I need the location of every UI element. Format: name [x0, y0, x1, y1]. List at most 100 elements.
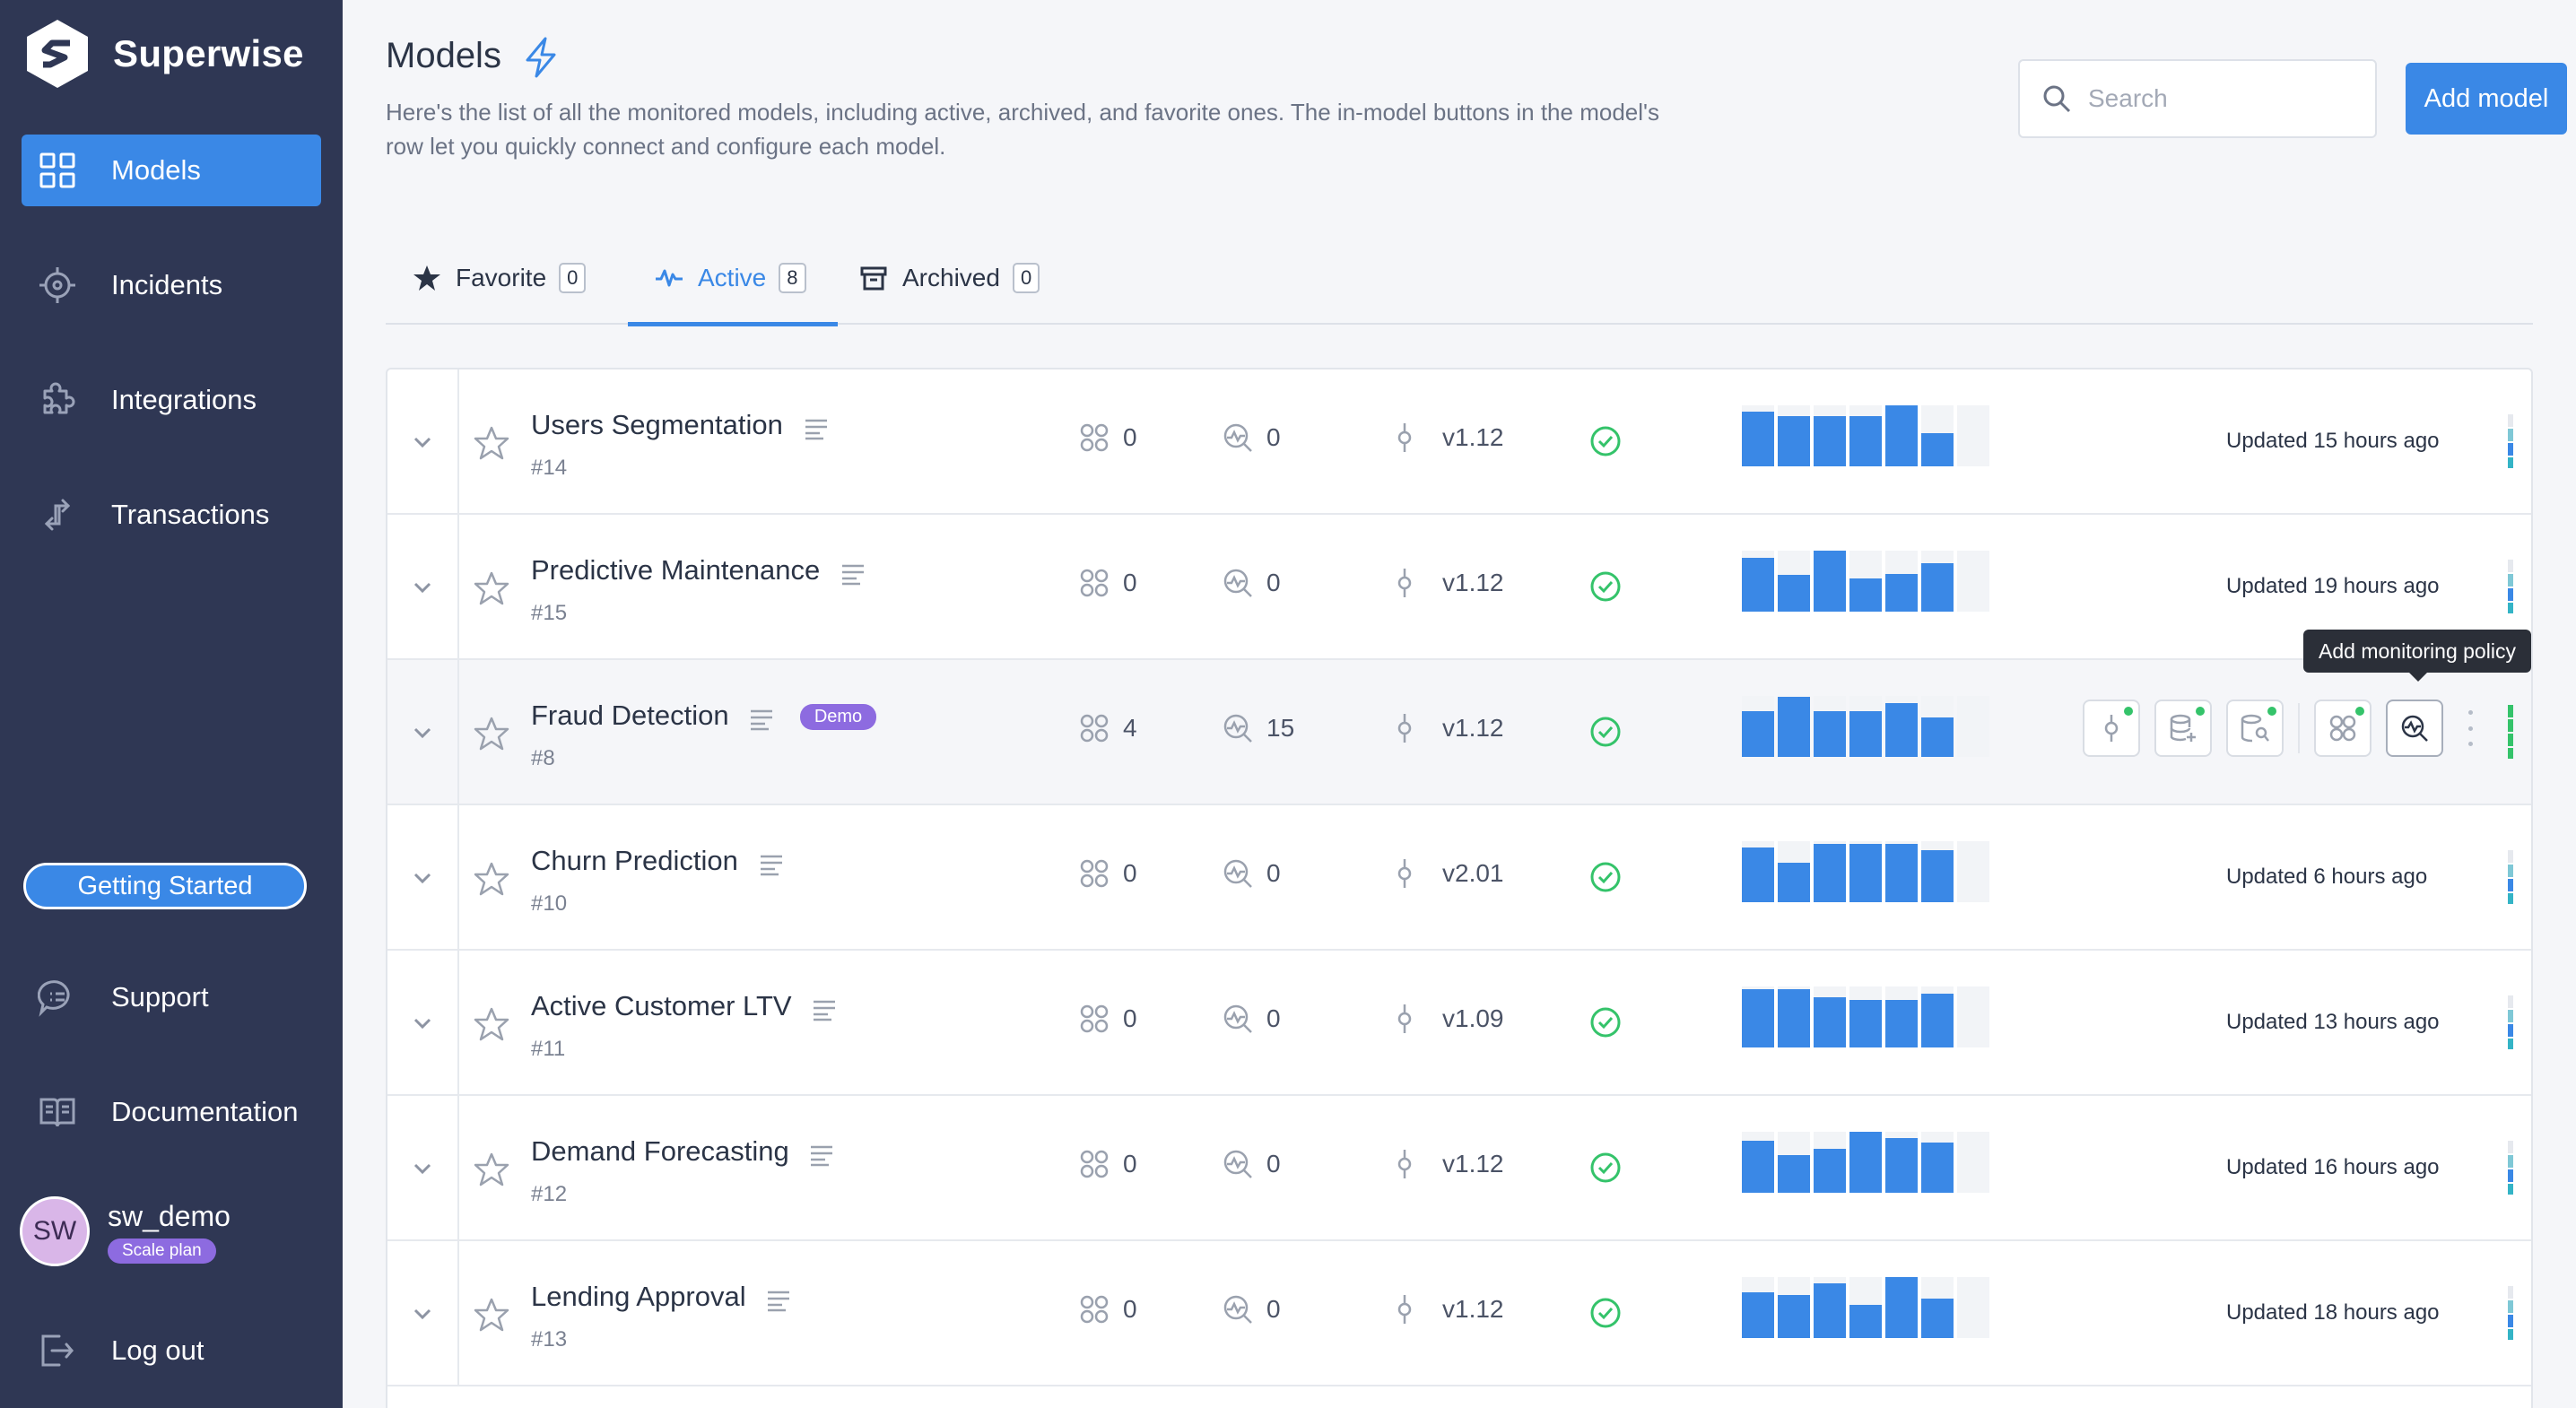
policies-count: 0 — [1266, 569, 1281, 596]
policies-stat[interactable]: 0 — [1222, 1293, 1281, 1325]
expand-button[interactable] — [387, 951, 459, 1096]
table-row[interactable]: Churn Prediction #10 0 0 v2.01 Updated 6… — [387, 805, 2531, 951]
favorite-star-icon[interactable] — [474, 861, 509, 897]
favorite-star-icon[interactable] — [474, 1006, 509, 1042]
bar-bg — [1957, 405, 1989, 466]
brand-name: Superwise — [113, 32, 304, 74]
table-row[interactable]: Demand Forecasting #12 0 0 v1.12 Updated… — [387, 1096, 2531, 1241]
favorite-star-icon[interactable] — [474, 425, 509, 461]
models-table: Users Segmentation #14 0 0 v1.12 Updated… — [386, 368, 2533, 1408]
model-name[interactable]: Users Segmentation — [531, 409, 783, 440]
table-row[interactable]: Lending Approval #13 0 0 v1.12 Updated 1… — [387, 1241, 2531, 1386]
table-row[interactable]: Fraud Detection Demo #8 4 15 v1.12 — [387, 660, 2531, 805]
add-monitoring-policy-button[interactable] — [2386, 700, 2443, 757]
activity-bars — [1742, 405, 1989, 466]
favorite-star-icon[interactable] — [474, 570, 509, 606]
activity-bars — [1742, 986, 1989, 1047]
data-quality-button[interactable] — [2226, 700, 2284, 757]
expand-button[interactable] — [387, 369, 459, 515]
model-name[interactable]: Lending Approval — [531, 1281, 746, 1312]
segments-stat[interactable]: 4 — [1078, 712, 1137, 744]
chevron-down-icon — [410, 1301, 435, 1326]
getting-started-button[interactable]: Getting Started — [23, 863, 307, 909]
version-info[interactable]: v2.01 — [1392, 857, 1504, 890]
version-info[interactable]: v1.12 — [1392, 1148, 1504, 1180]
expand-button[interactable] — [387, 805, 459, 951]
sidebar-item-integrations[interactable]: Integrations — [22, 364, 321, 436]
description-icon[interactable] — [840, 561, 866, 586]
tab-label: Archived — [902, 264, 1000, 291]
version-info[interactable]: v1.09 — [1392, 1003, 1504, 1035]
segments-stat[interactable]: 0 — [1078, 857, 1137, 890]
sidebar-item-models[interactable]: Models — [22, 135, 321, 206]
model-id: #11 — [531, 1037, 566, 1061]
segments-count: 4 — [1123, 714, 1137, 742]
segments-button[interactable] — [2314, 700, 2371, 757]
tab-favorite[interactable]: Favorite 0 — [413, 231, 587, 325]
description-icon[interactable] — [804, 415, 829, 440]
version-info[interactable]: v1.12 — [1392, 567, 1504, 599]
segments-stat[interactable]: 0 — [1078, 1003, 1137, 1035]
indicator-segment — [2508, 1141, 2513, 1153]
sidebar-item-incidents[interactable]: Incidents — [22, 249, 321, 321]
policies-stat[interactable]: 0 — [1222, 567, 1281, 599]
sidebar-item-label: Models — [111, 154, 201, 186]
search-input[interactable] — [2088, 84, 2357, 113]
description-icon[interactable] — [759, 851, 784, 876]
logout-icon — [22, 1331, 93, 1370]
model-name[interactable]: Demand Forecasting — [531, 1135, 789, 1167]
activity-bar — [1778, 989, 1810, 1047]
activity-bar — [1849, 1305, 1882, 1338]
expand-button[interactable] — [387, 660, 459, 805]
favorite-star-icon[interactable] — [474, 1297, 509, 1333]
description-icon[interactable] — [749, 706, 774, 731]
table-row[interactable]: Users Segmentation #14 0 0 v1.12 Updated… — [387, 369, 2531, 515]
tab-archived[interactable]: Archived 0 — [859, 231, 1040, 325]
expand-button[interactable] — [387, 1241, 459, 1386]
model-name[interactable]: Churn Prediction — [531, 845, 738, 876]
description-icon[interactable] — [766, 1287, 791, 1312]
activity-bar — [1885, 1138, 1918, 1193]
model-name[interactable]: Predictive Maintenance — [531, 554, 821, 586]
expand-button[interactable] — [387, 1096, 459, 1241]
table-row[interactable]: Active Customer LTV #11 0 0 v1.09 Update… — [387, 951, 2531, 1096]
segments-stat[interactable]: 0 — [1078, 422, 1137, 454]
connect-version-button[interactable] — [2083, 700, 2140, 757]
brand[interactable]: Superwise — [25, 18, 304, 90]
segments-stat[interactable]: 0 — [1078, 1148, 1137, 1180]
add-data-button[interactable] — [2154, 700, 2212, 757]
bolt-icon[interactable] — [520, 36, 561, 79]
search-box[interactable] — [2018, 59, 2377, 138]
more-options-icon[interactable] — [2461, 710, 2479, 746]
sidebar-item-transactions[interactable]: Transactions — [22, 479, 321, 551]
tab-active[interactable]: Active 8 — [628, 231, 838, 326]
description-icon[interactable] — [809, 1142, 834, 1167]
version-info[interactable]: v1.12 — [1392, 712, 1504, 744]
activity-bar — [1814, 551, 1846, 612]
policies-stat[interactable]: 0 — [1222, 422, 1281, 454]
user-profile[interactable]: SW sw_demo Scale plan — [20, 1196, 231, 1266]
logout-button[interactable]: Log out — [22, 1315, 321, 1386]
favorite-star-icon[interactable] — [474, 716, 509, 752]
model-name[interactable]: Fraud Detection — [531, 700, 729, 731]
expand-button[interactable] — [387, 515, 459, 660]
table-row[interactable]: Predictive Maintenance #15 0 0 v1.12 Upd… — [387, 515, 2531, 660]
version-info[interactable]: v1.12 — [1392, 1293, 1504, 1325]
description-icon[interactable] — [812, 996, 837, 1021]
sidebar-item-documentation[interactable]: Documentation — [22, 1076, 321, 1148]
bar-bg — [1957, 1132, 1989, 1193]
policies-stat[interactable]: 0 — [1222, 1148, 1281, 1180]
add-model-button[interactable]: Add model — [2406, 63, 2567, 135]
segments-stat[interactable]: 0 — [1078, 567, 1137, 599]
policies-stat[interactable]: 0 — [1222, 857, 1281, 890]
sidebar-item-support[interactable]: Support — [22, 961, 321, 1033]
activity-bar — [1742, 711, 1774, 757]
activity-bar — [1849, 1000, 1882, 1047]
favorite-star-icon[interactable] — [474, 1152, 509, 1187]
model-id: #13 — [531, 1327, 568, 1352]
policies-stat[interactable]: 15 — [1222, 712, 1294, 744]
version-info[interactable]: v1.12 — [1392, 422, 1504, 454]
policies-stat[interactable]: 0 — [1222, 1003, 1281, 1035]
model-name[interactable]: Active Customer LTV — [531, 990, 792, 1021]
segments-stat[interactable]: 0 — [1078, 1293, 1137, 1325]
